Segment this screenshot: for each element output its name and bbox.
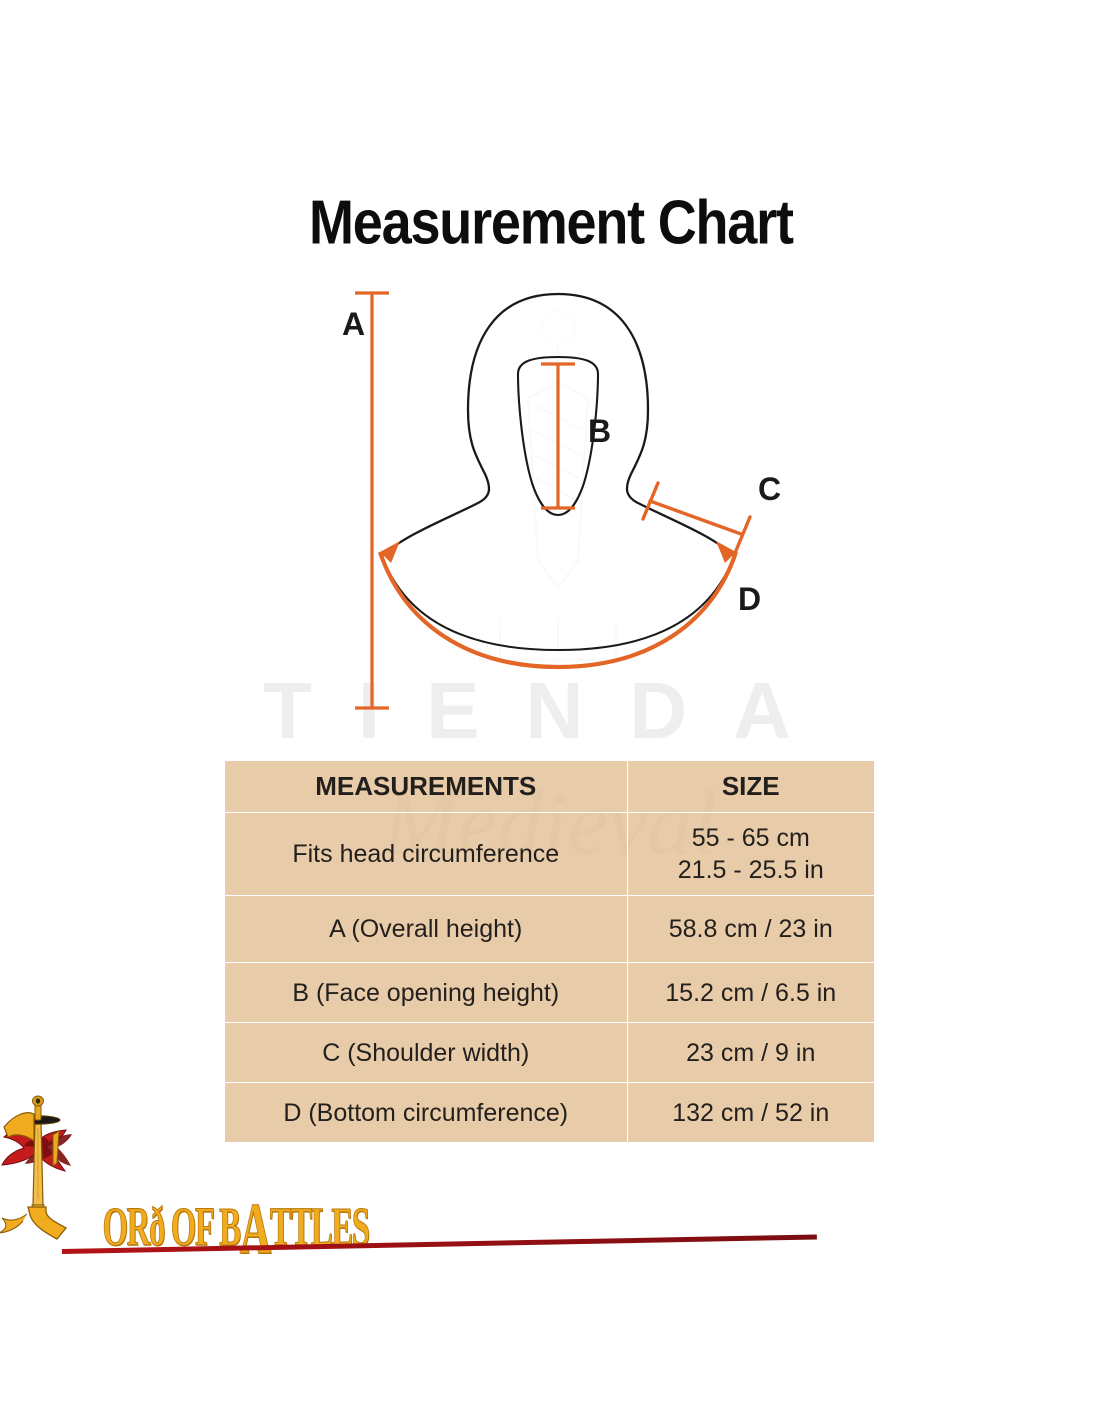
svg-text:D: D: [738, 581, 761, 617]
svg-text:C: C: [758, 471, 781, 507]
svg-text:B: B: [588, 413, 611, 449]
svg-text:A: A: [342, 306, 365, 342]
